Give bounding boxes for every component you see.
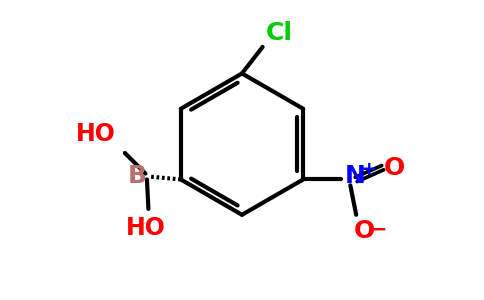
Text: N: N (345, 164, 365, 188)
Text: HO: HO (125, 216, 166, 240)
Text: HO: HO (76, 122, 116, 146)
Text: O: O (384, 156, 406, 180)
Text: +: + (361, 160, 377, 178)
Text: −: − (370, 219, 388, 239)
Text: O: O (353, 219, 375, 243)
Text: B: B (128, 164, 147, 188)
Text: Cl: Cl (266, 22, 292, 46)
